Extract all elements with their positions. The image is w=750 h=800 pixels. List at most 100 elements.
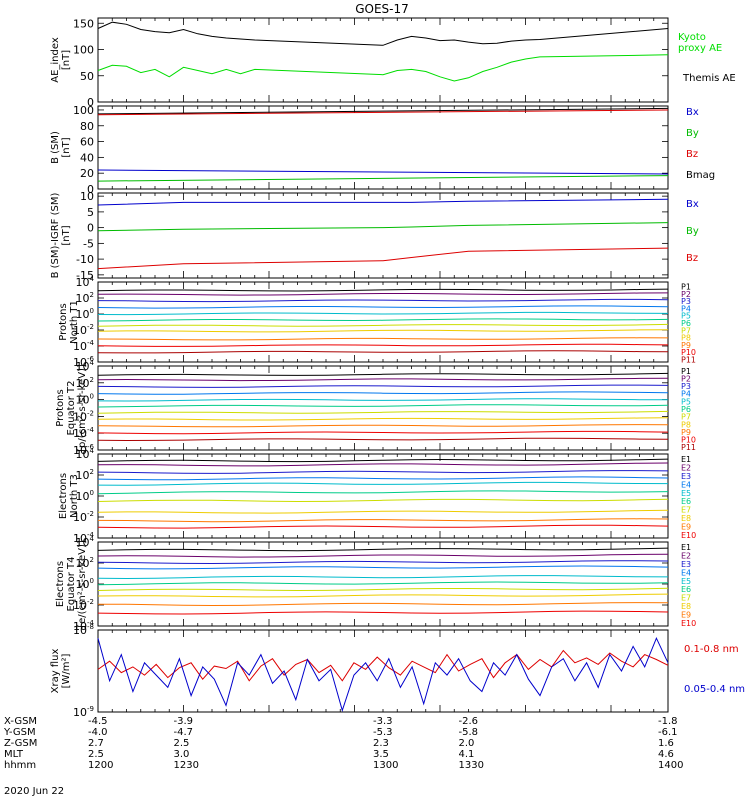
channel-line-P8 [97,329,669,333]
channel-line-P9 [97,424,669,428]
series-line-bmag [97,107,669,115]
channel-line-P5 [97,311,669,316]
axis-value: -4.7 [174,727,194,738]
y-tick-label: 0 [87,183,94,196]
legend-kyoto: Kyoto [678,32,706,43]
legend-p3: P3 [681,382,691,391]
y-tick-label: 10-4 [73,339,95,353]
y-tick-label: 10-4 [73,619,95,633]
channel-line-P4 [97,305,669,309]
y-tick-label: 102 [76,468,94,482]
y-tick-label: 20 [80,167,94,180]
series-line-by [97,222,669,232]
axis-value: 4.1 [459,749,475,760]
y-tick-label: 80 [80,120,94,133]
legend-p1: P1 [681,283,691,292]
y-tick-label: 100 [76,489,94,503]
channel-line-E4 [97,476,669,481]
y-tick-label: 10-4 [73,531,95,545]
y-tick-label: 100 [73,104,94,117]
y-tick-label: 102 [76,556,94,570]
y-tick-label: 100 [73,44,94,57]
legend-e9: E9 [681,610,691,619]
y-axis-label-3: North T1 [69,300,80,344]
legend-e10: E10 [681,531,696,540]
legend-p4: P4 [681,304,691,313]
legend-e4: E4 [681,480,691,489]
axis-value: 2.3 [373,738,389,749]
legend-e8: E8 [681,514,691,523]
axis-value: -2.6 [459,716,479,727]
channel-line-P11 [97,350,669,354]
channel-line-P1 [97,288,669,292]
axis-value: -3.3 [373,716,393,727]
channel-line-E6 [97,490,669,495]
channel-line-E2 [97,462,669,467]
channel-line-P11 [97,437,669,442]
y-tick-label: -5 [83,237,94,250]
y-axis-label-5: Electrons [58,473,69,519]
axis-value: 4.6 [658,749,674,760]
legend-e5: E5 [681,577,691,586]
axis-value: 2.5 [174,738,190,749]
channel-line-P5 [97,398,669,402]
series-line-bz [97,247,669,270]
legend-e7: E7 [681,594,691,603]
channel-line-E6 [97,581,669,586]
legend-p10: P10 [681,348,696,357]
channel-line-P6 [97,404,669,408]
y-tick-label: 102 [76,291,94,305]
channel-line-P10 [97,343,669,347]
channel-line-P4 [97,391,669,395]
axis-row-label: hhmm [4,760,36,771]
axis-value: 1330 [459,760,484,771]
channel-line-E5 [97,481,669,486]
axis-value: 1200 [88,760,113,771]
y-tick-label: 5 [87,206,94,219]
y-tick-label: 100 [76,393,94,407]
axis-value: -1.8 [658,716,678,727]
legend-p9: P9 [681,428,691,437]
y-tick-label: 104 [76,275,95,289]
xray-line-long [97,649,669,682]
y-tick-label: 10 [80,190,94,203]
y-tick-label: 40 [80,151,94,164]
legend-p8: P8 [681,420,691,429]
y-tick-label: 10-2 [73,409,94,423]
channel-line-E10 [97,610,669,615]
channel-line-P3 [97,384,669,388]
axis-row-label: Y-GSM [3,727,36,738]
y-tick-label: 10-4 [73,426,95,440]
channel-line-P2 [97,292,669,296]
y-axis-label-1: [nT] [61,137,72,157]
legend-e3: E3 [681,472,691,481]
legend-themis-ae: Themis AE [682,73,736,84]
y-axis-label-2: [nT] [61,225,72,245]
legend-p7: P7 [681,326,691,335]
y-tick-label: 50 [80,70,94,83]
y-tick-label: 10-2 [73,510,94,524]
y-tick-label: 100 [76,577,94,591]
series-line-themis-ae [97,21,669,46]
y-tick-label: -15 [76,269,94,282]
series-line-bx [97,169,669,175]
legend-e2: E2 [681,552,691,561]
axis-value: -3.9 [174,716,194,727]
axis-row-label: X-GSM [4,716,37,727]
channel-line-E9 [97,518,669,523]
legend-e3: E3 [681,560,691,569]
legend-p4: P4 [681,390,691,399]
channel-line-E8 [97,593,669,598]
y-tick-label: 10-9 [73,705,94,719]
series-line-bx [97,198,669,206]
series-line-bz [97,109,669,116]
y-axis-label-2: B (SM)-IGRF (SM) [50,193,61,279]
y-axis-label-4: [p/(cm²-s-sr-keV)] [77,364,88,452]
legend-p9: P9 [681,341,691,350]
legend-p5: P5 [681,397,691,406]
xray-line-short [97,636,669,713]
axis-value: -4.0 [88,727,108,738]
y-axis-label-6: Electrons [55,561,66,607]
y-tick-label: 0 [87,222,94,235]
